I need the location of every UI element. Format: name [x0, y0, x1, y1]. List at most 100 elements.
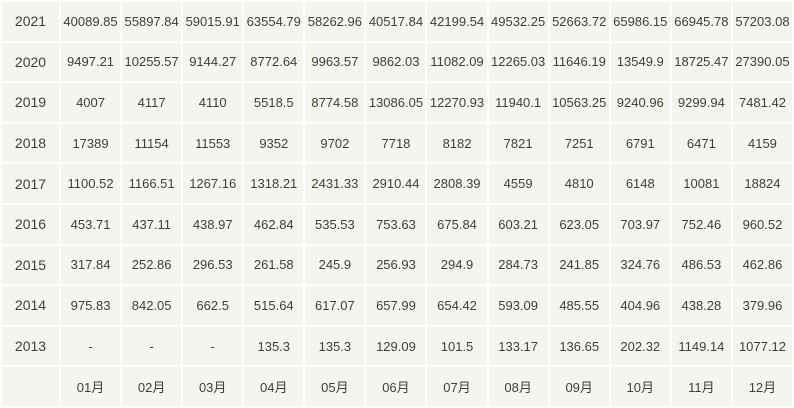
row-header-year: 2021 — [2, 2, 59, 41]
row-header-year: 2019 — [2, 83, 59, 122]
column-header-month: 10月 — [610, 367, 670, 406]
value-cell: 11553 — [183, 123, 243, 163]
value-cell: 7821 — [488, 123, 548, 163]
value-cell: 135.3 — [305, 326, 365, 366]
value-cell: 18725.47 — [671, 42, 731, 82]
value-cell: 1318.21 — [244, 164, 304, 203]
value-cell: 135.3 — [244, 326, 304, 366]
value-cell: 9702 — [305, 123, 365, 163]
value-cell: 9497.21 — [61, 42, 121, 82]
value-cell: 9352 — [244, 123, 304, 163]
corner-cell — [2, 367, 59, 406]
table-row: 2017 1100.52 1166.51 1267.16 1318.21 2431.33 2… — [2, 164, 792, 203]
value-cell: 133.17 — [488, 326, 548, 366]
value-cell: 256.93 — [366, 245, 426, 285]
row-header-year: 2013 — [2, 326, 59, 366]
value-cell: 535.53 — [305, 204, 365, 244]
value-cell: 6471 — [671, 123, 731, 163]
value-cell: 9240.96 — [610, 83, 670, 122]
value-cell: 437.11 — [122, 204, 182, 244]
value-cell: 7481.42 — [732, 83, 792, 122]
row-header-year: 2017 — [2, 164, 59, 203]
value-cell: 11154 — [122, 123, 182, 163]
column-header-month: 12月 — [732, 367, 792, 406]
table-footer-row: 01月 02月 03月 04月 05月 06月 07月 08月 09月 10月 11月 12月 — [2, 367, 792, 406]
value-cell: 63554.79 — [244, 2, 304, 41]
value-cell: 8772.64 — [244, 42, 304, 82]
table-row: 2015 317.84 252.86 296.53 261.58 245.9 256.93 2… — [2, 245, 792, 285]
column-header-month: 04月 — [244, 367, 304, 406]
value-cell: 57203.08 — [732, 2, 792, 41]
value-cell: 662.5 — [183, 286, 243, 325]
column-header-month: 03月 — [183, 367, 243, 406]
value-cell: 129.09 — [366, 326, 426, 366]
value-cell: 136.65 — [549, 326, 609, 366]
table-row: 2019 4007 4117 4110 5518.5 8774.58 13086.05 122… — [2, 83, 792, 122]
value-cell: 324.76 — [610, 245, 670, 285]
value-cell: 52663.72 — [549, 2, 609, 41]
value-cell: 4559 — [488, 164, 548, 203]
value-cell: 13549.9 — [610, 42, 670, 82]
value-cell: 65986.15 — [610, 2, 670, 41]
column-header-month: 09月 — [549, 367, 609, 406]
row-header-year: 2020 — [2, 42, 59, 82]
table-row: 2016 453.71 437.11 438.97 462.84 535.53 753.63… — [2, 204, 792, 244]
table-row: 2018 17389 11154 11553 9352 9702 7718 8182 7821 7… — [2, 123, 792, 163]
value-cell: 603.21 — [488, 204, 548, 244]
value-cell: 617.07 — [305, 286, 365, 325]
row-header-year: 2015 — [2, 245, 59, 285]
value-cell: 66945.78 — [671, 2, 731, 41]
table-row: 2020 9497.21 10255.57 9144.27 8772.64 9963.57… — [2, 42, 792, 82]
value-cell: 1100.52 — [61, 164, 121, 203]
value-cell: 703.97 — [610, 204, 670, 244]
value-cell: 202.32 — [610, 326, 670, 366]
value-cell: 296.53 — [183, 245, 243, 285]
value-cell: 4007 — [61, 83, 121, 122]
table-row: 2013- - -135.3 135.3 129.09 101.5 133.17 136.65… — [2, 326, 792, 366]
row-header-year: 2014 — [2, 286, 59, 325]
value-cell: 2808.39 — [427, 164, 487, 203]
value-cell: 4810 — [549, 164, 609, 203]
value-cell: 10255.57 — [122, 42, 182, 82]
value-cell: 404.96 — [610, 286, 670, 325]
value-cell: - — [122, 326, 182, 366]
value-cell: 40517.84 — [366, 2, 426, 41]
value-cell: 6148 — [610, 164, 670, 203]
value-cell: 18824 — [732, 164, 792, 203]
value-cell: 42199.54 — [427, 2, 487, 41]
value-cell: 58262.96 — [305, 2, 365, 41]
column-header-month: 05月 — [305, 367, 365, 406]
value-cell: 515.64 — [244, 286, 304, 325]
value-cell: - — [61, 326, 121, 366]
value-cell: 1267.16 — [183, 164, 243, 203]
value-cell: 40089.85 — [61, 2, 121, 41]
value-cell: 7251 — [549, 123, 609, 163]
value-cell: 9963.57 — [305, 42, 365, 82]
column-header-month: 07月 — [427, 367, 487, 406]
table-row: 2014 975.83 842.05 662.5 515.64 617.07 657.99 6… — [2, 286, 792, 325]
value-cell: 960.52 — [732, 204, 792, 244]
value-cell: 317.84 — [61, 245, 121, 285]
value-cell: 4110 — [183, 83, 243, 122]
value-cell: 1166.51 — [122, 164, 182, 203]
value-cell: 12270.93 — [427, 83, 487, 122]
value-cell: 753.63 — [366, 204, 426, 244]
value-cell: 9862.03 — [366, 42, 426, 82]
value-cell: 6791 — [610, 123, 670, 163]
row-header-year: 2018 — [2, 123, 59, 163]
value-cell: 438.97 — [183, 204, 243, 244]
value-cell: 842.05 — [122, 286, 182, 325]
value-cell: 752.46 — [671, 204, 731, 244]
value-cell: 657.99 — [366, 286, 426, 325]
value-cell: 8774.58 — [305, 83, 365, 122]
column-header-month: 11月 — [671, 367, 731, 406]
column-header-month: 01月 — [61, 367, 121, 406]
value-cell: 2910.44 — [366, 164, 426, 203]
value-cell: 10081 — [671, 164, 731, 203]
value-cell: 593.09 — [488, 286, 548, 325]
value-cell: 13086.05 — [366, 83, 426, 122]
value-cell: 675.84 — [427, 204, 487, 244]
value-cell: 27390.05 — [732, 42, 792, 82]
value-cell: 284.73 — [488, 245, 548, 285]
